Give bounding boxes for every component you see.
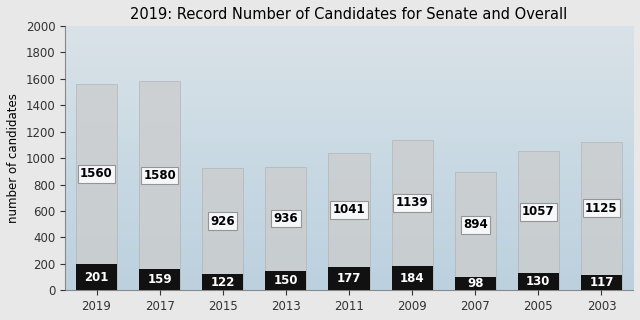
Bar (518, 273, 559, 290)
Bar (266, 167, 307, 290)
Bar (392, 266, 433, 290)
Bar (455, 172, 496, 290)
Bar (76, 84, 117, 290)
Bar (139, 269, 180, 290)
Bar (581, 275, 622, 290)
Text: 1560: 1560 (80, 167, 113, 180)
Bar (328, 267, 369, 290)
Text: 1041: 1041 (333, 203, 365, 216)
Text: 130: 130 (526, 275, 550, 288)
Bar (76, 264, 117, 290)
Text: 1125: 1125 (585, 202, 618, 215)
Text: 1139: 1139 (396, 196, 428, 209)
Text: 117: 117 (589, 276, 614, 289)
Bar (328, 153, 369, 290)
Text: 150: 150 (274, 274, 298, 287)
Text: 926: 926 (211, 214, 235, 228)
Bar (455, 277, 496, 290)
Text: 184: 184 (400, 272, 424, 285)
Bar (202, 274, 243, 290)
Text: 1580: 1580 (143, 169, 176, 182)
Text: 159: 159 (147, 273, 172, 286)
Bar (266, 270, 307, 290)
Bar (518, 151, 559, 290)
Title: 2019: Record Number of Candidates for Senate and Overall: 2019: Record Number of Candidates for Se… (131, 7, 568, 22)
Text: 894: 894 (463, 218, 488, 231)
Text: 201: 201 (84, 270, 109, 284)
Bar (139, 81, 180, 290)
Bar (581, 141, 622, 290)
Bar (392, 140, 433, 290)
Text: 177: 177 (337, 272, 361, 285)
Y-axis label: number of candidates: number of candidates (7, 93, 20, 223)
Text: 1057: 1057 (522, 205, 555, 218)
Bar (202, 168, 243, 290)
Text: 98: 98 (467, 277, 483, 290)
Text: 936: 936 (273, 212, 298, 225)
Text: 122: 122 (211, 276, 235, 289)
